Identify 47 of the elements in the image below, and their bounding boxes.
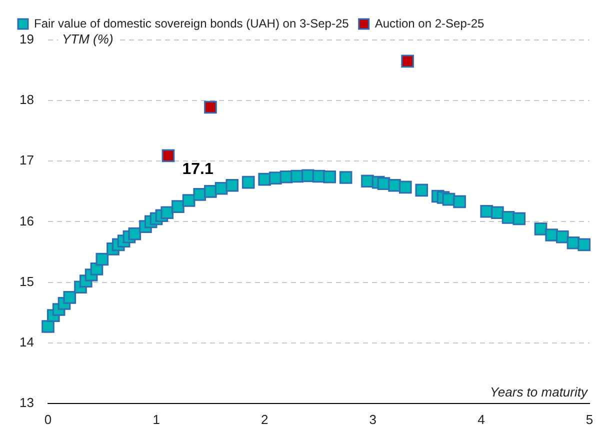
point [193,188,206,201]
x-tick-label: 2 [260,412,268,427]
point [415,184,428,197]
point [162,149,175,162]
y-tick-label: 16 [20,213,34,228]
legend-label: Fair value of domestic sovereign bonds (UAH) on 3-Sep-25 [34,16,350,30]
point [512,212,526,226]
point [361,174,374,188]
point [160,206,174,220]
y-tick-label: 17 [20,152,34,168]
point [204,100,217,114]
point [491,206,504,220]
point [128,227,142,240]
point [42,320,54,333]
x-tick-label: 5 [586,412,594,427]
y-tick-label: 13 [20,394,34,410]
point [242,176,255,189]
y-tick-label: 19 [20,32,34,47]
point [63,291,76,304]
y-axis-title: YTM (%) [62,32,114,47]
point [182,194,196,207]
point [172,200,184,213]
point [401,54,414,68]
point [578,238,590,252]
point [556,230,569,244]
point [226,178,239,192]
point [480,204,494,218]
point [96,252,109,266]
x-tick-label: 1 [152,412,160,427]
point [398,180,412,194]
point [388,178,401,192]
x-tick-label: 3 [369,412,377,427]
point [545,228,558,242]
point [323,170,336,184]
point [339,171,352,184]
point [204,185,217,198]
y-tick-label: 15 [20,274,34,289]
y-tick-label: 18 [20,92,34,108]
data-label: 17.1 [182,161,214,178]
x-tick-label: 0 [44,412,52,427]
point [534,222,548,236]
point [453,195,466,208]
legend-label: Auction on 2-Sep-25 [374,16,485,30]
x-tick-label: 4 [478,412,485,427]
x-axis-title: Years to maturity [490,384,589,400]
y-tick-label: 14 [20,334,34,350]
point [269,172,282,184]
